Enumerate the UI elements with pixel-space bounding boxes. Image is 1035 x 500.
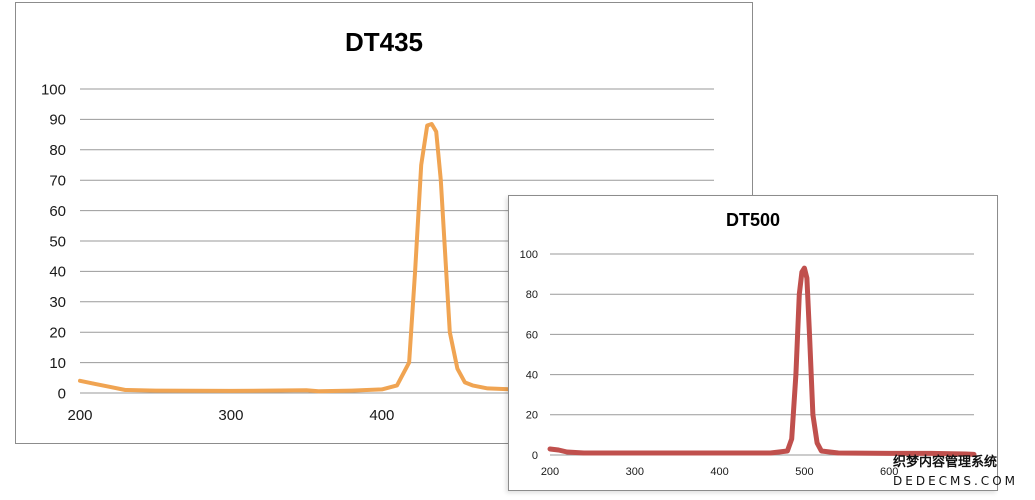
series-line <box>78 122 686 394</box>
x-tick-label: 600 <box>880 466 898 478</box>
y-tick-label: 100 <box>41 81 66 98</box>
chart-panel-dt500: DT500 0 20 40 60 80 100 200 300 400 500 600 <box>508 195 998 491</box>
y-tick-label: 80 <box>526 289 538 301</box>
series-line <box>547 265 977 457</box>
x-tick-label: 300 <box>626 466 644 478</box>
x-tick-label: 400 <box>369 407 394 424</box>
x-tick-label: 300 <box>218 407 243 424</box>
y-tick-label: 20 <box>49 324 66 341</box>
y-tick-label: 40 <box>49 264 66 281</box>
y-tick-label: 80 <box>49 142 66 159</box>
watermark-text-cn: 织梦内容管理系统 <box>893 455 998 470</box>
y-tick-label: 90 <box>49 112 66 129</box>
y-tick-label: 30 <box>49 294 66 311</box>
y-tick-label: 20 <box>526 410 538 422</box>
chart-title: DT500 <box>725 210 781 230</box>
y-tick-label: 100 <box>520 249 538 261</box>
y-tick-label: 0 <box>58 385 66 402</box>
x-tick-label: 200 <box>67 407 92 424</box>
y-tick-label: 10 <box>49 355 66 372</box>
x-tick-label: 400 <box>710 466 728 478</box>
chart-plot-dt500: 0 20 40 60 80 100 200 300 400 500 600 <box>520 249 977 478</box>
watermark-text-en: DEDECMS.COM <box>893 474 1018 488</box>
y-tick-label: 50 <box>49 233 66 250</box>
x-tick-label: 200 <box>541 466 559 478</box>
y-tick-label: 60 <box>49 203 66 220</box>
y-tick-label: 60 <box>526 329 538 341</box>
chart-title: DT435 <box>344 27 424 57</box>
y-tick-label: 70 <box>49 172 66 189</box>
y-tick-label: 40 <box>526 369 538 381</box>
x-tick-label: 500 <box>795 466 813 478</box>
y-tick-label: 0 <box>532 450 538 462</box>
watermark: 织梦内容管理系统 DEDECMS.COM <box>893 454 1033 490</box>
